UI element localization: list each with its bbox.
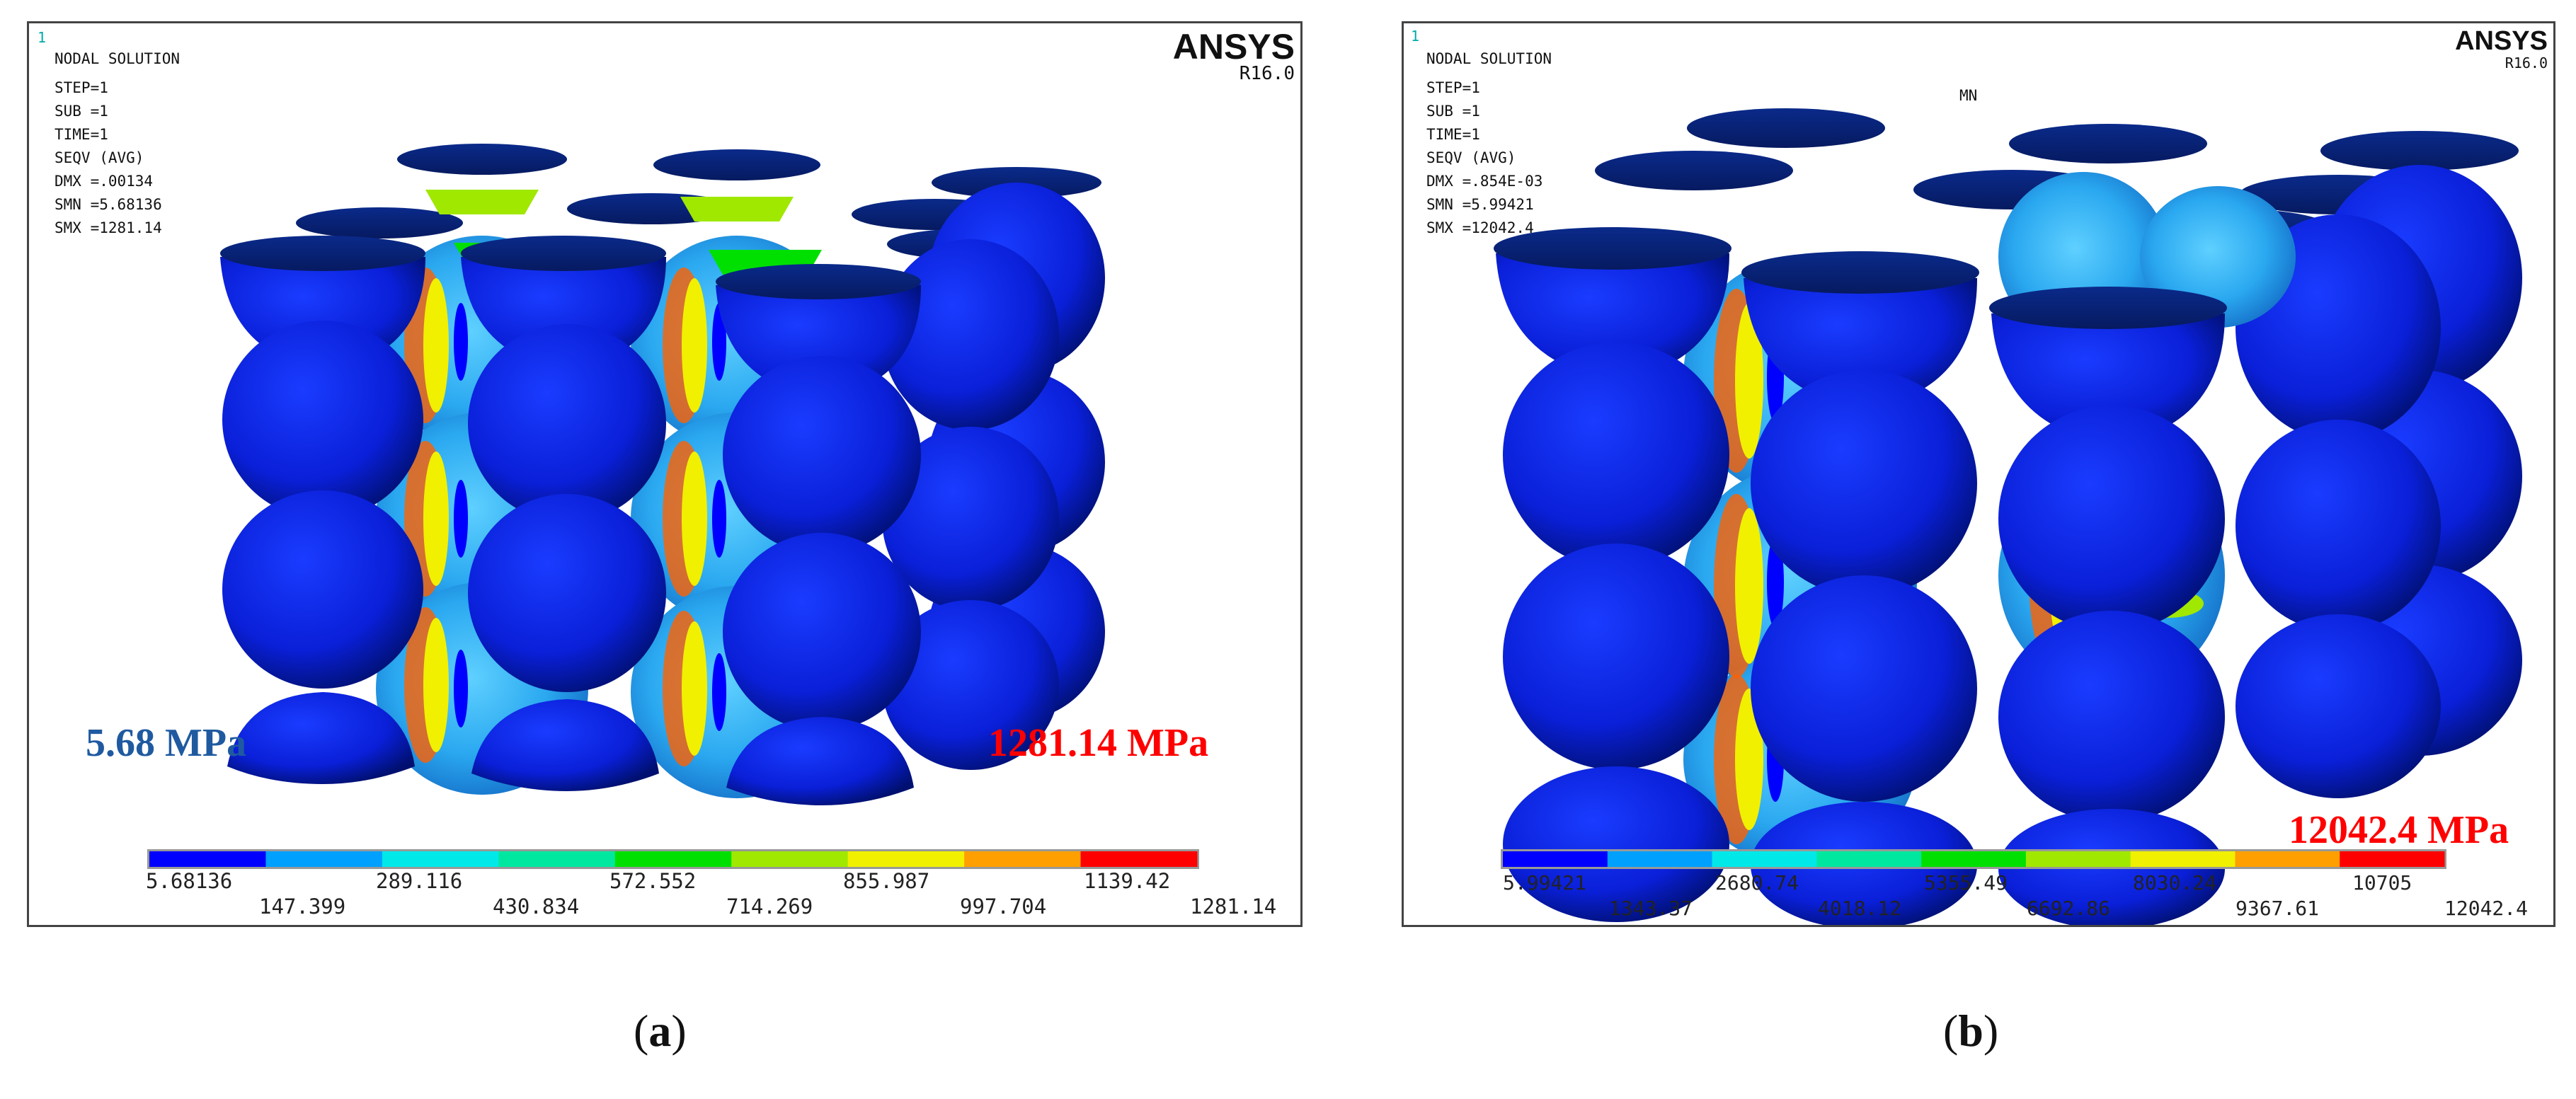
legend-tick-label: 6692.86: [2027, 897, 2111, 920]
info-line: SMX =12042.4: [1426, 219, 1534, 236]
window-number-b: 1: [1411, 28, 1420, 45]
legend-tick-label: 5.99421: [1503, 871, 1587, 894]
info-line: SUB =1: [55, 103, 108, 120]
mn-label-b: MN: [1959, 87, 1978, 104]
legend-swatch: [964, 851, 1082, 867]
info-line: SEQV (AVG): [1426, 149, 1516, 166]
info-block-a: NODAL SOLUTION STEP=1 SUB =1 TIME=1 SEQV…: [55, 47, 180, 240]
info-line: TIME=1: [55, 126, 108, 143]
legend-swatch: [2235, 851, 2340, 867]
ansys-logo-a: ANSYS: [1172, 27, 1295, 67]
legend-swatch: [847, 851, 965, 867]
info-line: SMN =5.68136: [55, 196, 162, 213]
info-line: STEP=1: [55, 79, 108, 96]
max-annotation-a: 1281.14 MPa: [988, 721, 1209, 765]
legend-tick-label: 4018.12: [1818, 897, 1902, 920]
caption-b: (b): [1943, 1006, 1999, 1056]
info-block-b: NODAL SOLUTION STEP=1 SUB =1 TIME=1 SEQV…: [1426, 47, 1552, 240]
legend-tick-label: 289.116: [376, 869, 463, 893]
legend-swatch: [498, 851, 616, 867]
legend-swatch: [265, 851, 383, 867]
info-line: DMX =.854E-03: [1426, 173, 1543, 190]
caption-a: (a): [634, 1006, 687, 1056]
panel-b: 1 NODAL SOLUTION STEP=1 SUB =1 TIME=1 SE…: [1402, 21, 2555, 927]
title-b: NODAL SOLUTION: [1426, 50, 1552, 67]
legend-tick-label: 9367.61: [2236, 897, 2320, 920]
legend-tick-label: 5355.49: [1924, 871, 2008, 894]
legend-tick-label: 1139.42: [1084, 869, 1171, 893]
panel-b-model: [1494, 108, 2522, 925]
panel-a-model: [147, 144, 1199, 869]
legend-tick-label: 1281.14: [1190, 894, 1277, 919]
legend-tick-label: 2680.74: [1715, 871, 1799, 894]
info-line: SMX =1281.14: [55, 219, 162, 236]
legend-tick-label: 5.68136: [146, 869, 233, 893]
window-number-a: 1: [38, 29, 47, 46]
legend-tick-label: 714.269: [726, 894, 813, 919]
front-column-right-b: [1989, 287, 2227, 925]
info-line: TIME=1: [1426, 126, 1480, 143]
back-right-columns-b: [2236, 165, 2522, 798]
ansys-logo-b: ANSYS: [2455, 26, 2548, 56]
legend-swatch: [2130, 851, 2236, 867]
min-annotation-a: 5.68 MPa: [86, 721, 247, 765]
legend-swatch: [1080, 851, 1198, 867]
legend-swatch: [149, 851, 266, 867]
info-line: SEQV (AVG): [55, 149, 144, 166]
caption-a-letter: a: [648, 1006, 672, 1056]
legend-swatch: [614, 851, 732, 867]
legend-bar-a: [147, 849, 1199, 869]
legend-swatch: [2340, 851, 2445, 867]
caption-b-letter: b: [1958, 1006, 1983, 1056]
front-column-center: [461, 236, 666, 791]
legend-tick-label: 12042.4: [2444, 897, 2529, 920]
legend-tick-label: 10705: [2352, 871, 2412, 894]
legend-tick-label: 1343.37: [1609, 897, 1693, 920]
front-column-left-b: [1494, 227, 1731, 922]
legend-tick-label: 8030.24: [2133, 871, 2217, 894]
version-a: R16.0: [1239, 63, 1295, 84]
info-line: SUB =1: [1426, 103, 1480, 120]
legend-swatch: [1503, 851, 1608, 867]
info-line: SMN =5.99421: [1426, 196, 1534, 213]
front-column-center-b: [1741, 251, 1979, 925]
legend-tick-label: 147.399: [259, 894, 346, 919]
max-annotation-b: 12042.4 MPa: [2289, 808, 2509, 852]
legend-tick-label: 572.552: [609, 869, 697, 893]
legend-swatch: [1712, 851, 1817, 867]
legend-swatch: [2025, 851, 2131, 867]
legend-tick-label: 997.704: [960, 894, 1047, 919]
legend-tick-label: 855.987: [843, 869, 930, 893]
version-b: R16.0: [2505, 54, 2548, 71]
legend-swatch: [1921, 851, 2027, 867]
legend-bar-b: [1501, 849, 2446, 869]
legend-swatch: [382, 851, 499, 867]
front-column-left: [220, 236, 425, 784]
info-line: DMX =.00134: [55, 173, 154, 190]
legend-swatch: [1816, 851, 1922, 867]
legend-swatch: [731, 851, 849, 867]
info-line: STEP=1: [1426, 79, 1480, 96]
panel-a: 1 NODAL SOLUTION STEP=1 SUB =1 TIME=1 SE…: [27, 21, 1303, 927]
legend-swatch: [1607, 851, 1713, 867]
title-a: NODAL SOLUTION: [55, 50, 181, 67]
legend-tick-label: 430.834: [493, 894, 580, 919]
back-right-columns: [882, 183, 1105, 770]
front-column-right: [716, 264, 921, 805]
